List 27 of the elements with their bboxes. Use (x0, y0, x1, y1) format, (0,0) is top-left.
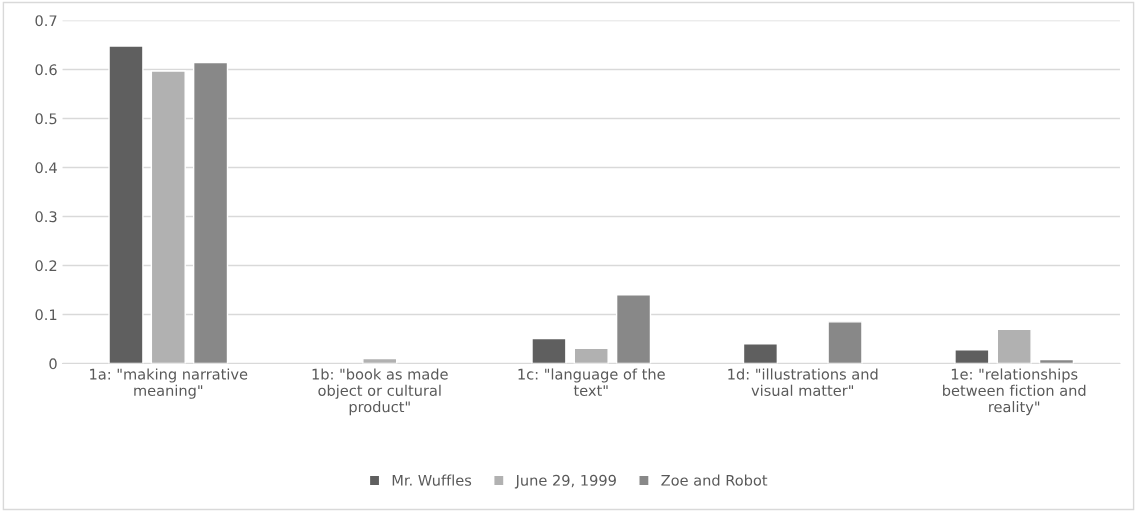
y-tick-label: 0.6 (35, 64, 57, 76)
bar (954, 349, 990, 364)
x-tick-label: 1e: "relationships between fiction and reality" (943, 368, 1086, 416)
legend-label: Mr. Wuffles (392, 474, 472, 486)
bar (150, 70, 186, 364)
legend-label: June 29, 1999 (514, 474, 616, 489)
y-tick-label: 0.5 (35, 113, 57, 125)
legend-label: Zoe and Robot (661, 474, 768, 486)
y-tick-label: 0.1 (35, 309, 57, 321)
y-tick-label: 0.7 (35, 15, 57, 27)
bar (996, 328, 1032, 364)
bar (742, 343, 779, 364)
bar (573, 347, 609, 364)
bar (192, 61, 229, 364)
bar (362, 357, 398, 364)
x-tick-label: 1c: "language of the text" (518, 368, 665, 396)
bar (531, 337, 567, 364)
y-tick-label: 0 (49, 358, 57, 370)
x-tick-label: 1d: "illustrations and visual matter" (728, 368, 878, 396)
y-tick-label: 0.4 (35, 162, 57, 174)
bar (108, 45, 144, 364)
x-tick-label: 1b: "book as made object or cultural product" (312, 368, 448, 416)
bar (615, 294, 652, 364)
y-tick-label: 0.3 (35, 211, 57, 223)
y-tick-label: 0.2 (35, 260, 57, 272)
bar (827, 321, 863, 364)
x-tick-label: 1a: "making narrative meaning" (90, 368, 248, 399)
